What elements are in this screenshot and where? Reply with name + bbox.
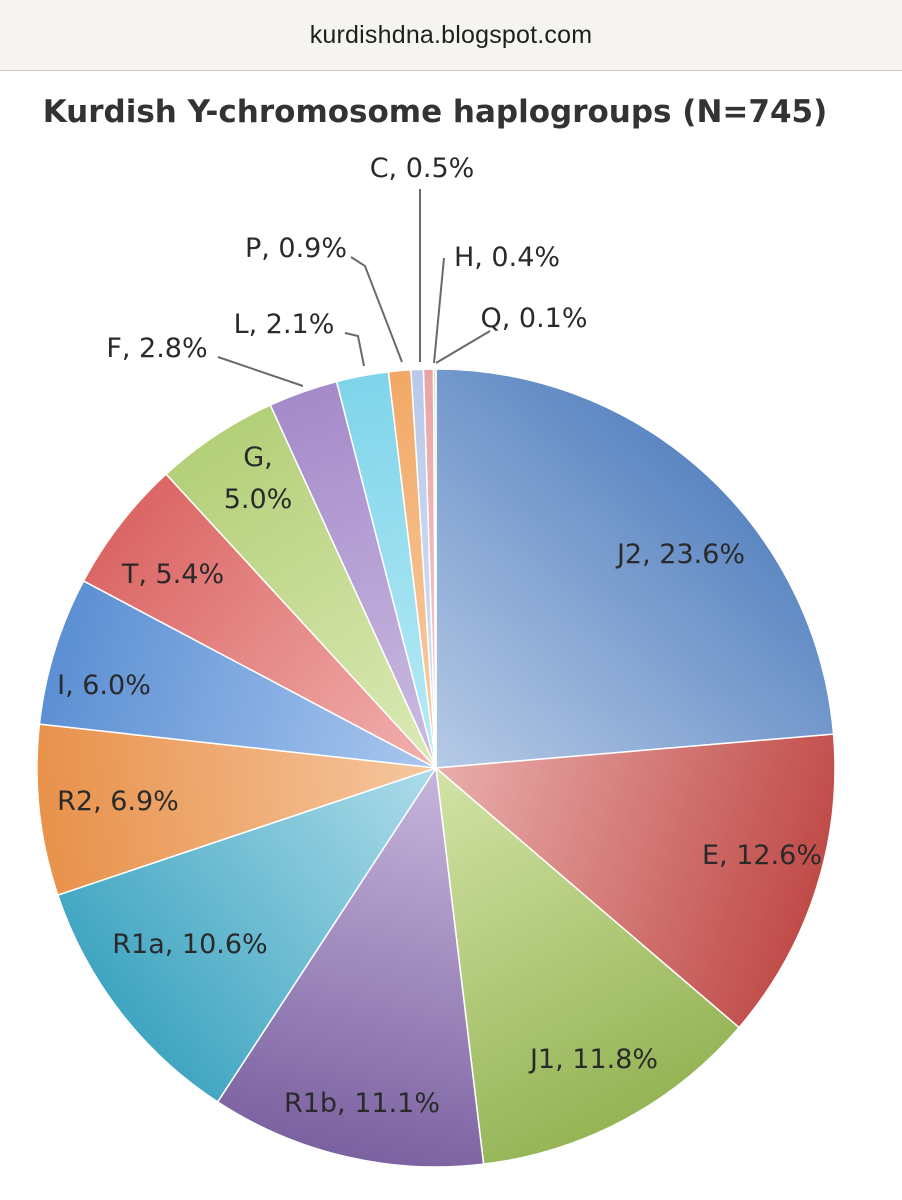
leader-line-p — [350, 256, 403, 363]
pie-slice-j2 — [435, 368, 835, 769]
data-label-r1a: R1a, 10.6% — [112, 929, 267, 960]
data-label-r1b: R1b, 11.1% — [284, 1088, 440, 1119]
pie-slice-j1 — [435, 766, 741, 1165]
data-label-q: Q, 0.1% — [480, 303, 587, 334]
url-text: kurdishdna.blogspot.com — [309, 20, 593, 49]
leader-line-l — [344, 332, 365, 367]
pie-slice-r1a — [56, 766, 438, 1103]
pie-slice-e — [434, 733, 836, 1029]
data-label-p: P, 0.9% — [245, 233, 347, 264]
leader-line-q — [435, 330, 491, 364]
data-label-l: L, 2.1% — [234, 309, 335, 340]
data-label-r2: R2, 6.9% — [57, 786, 179, 817]
data-label-g-line1: G, — [243, 442, 273, 473]
leader-line-h — [433, 257, 445, 364]
data-label-f: F, 2.8% — [106, 333, 207, 364]
pie-slice-t — [82, 473, 437, 769]
data-label-c: C, 0.5% — [370, 153, 475, 184]
data-label-j1: J1, 11.8% — [528, 1044, 658, 1075]
pie-slice-r1b — [216, 765, 485, 1168]
pie-slice-q — [432, 368, 437, 769]
pie-slice-i — [38, 579, 437, 769]
browser-url-bar[interactable]: kurdishdna.blogspot.com — [0, 0, 902, 71]
data-label-i: I, 6.0% — [57, 670, 151, 701]
pie-slice-r2 — [36, 723, 437, 897]
data-label-g-line2: 5.0% — [224, 484, 293, 515]
leader-line-f — [217, 356, 304, 387]
data-label-j2: J2, 23.6% — [615, 539, 745, 570]
data-label-t: T, 5.4% — [121, 559, 224, 590]
pie-chart: Kurdish Y-chromosome haplogroups (N=745)… — [36, 94, 836, 1168]
chart-title: Kurdish Y-chromosome haplogroups (N=745) — [43, 94, 828, 130]
data-label-h: H, 0.4% — [454, 242, 560, 273]
data-label-e: E, 12.6% — [702, 840, 822, 871]
